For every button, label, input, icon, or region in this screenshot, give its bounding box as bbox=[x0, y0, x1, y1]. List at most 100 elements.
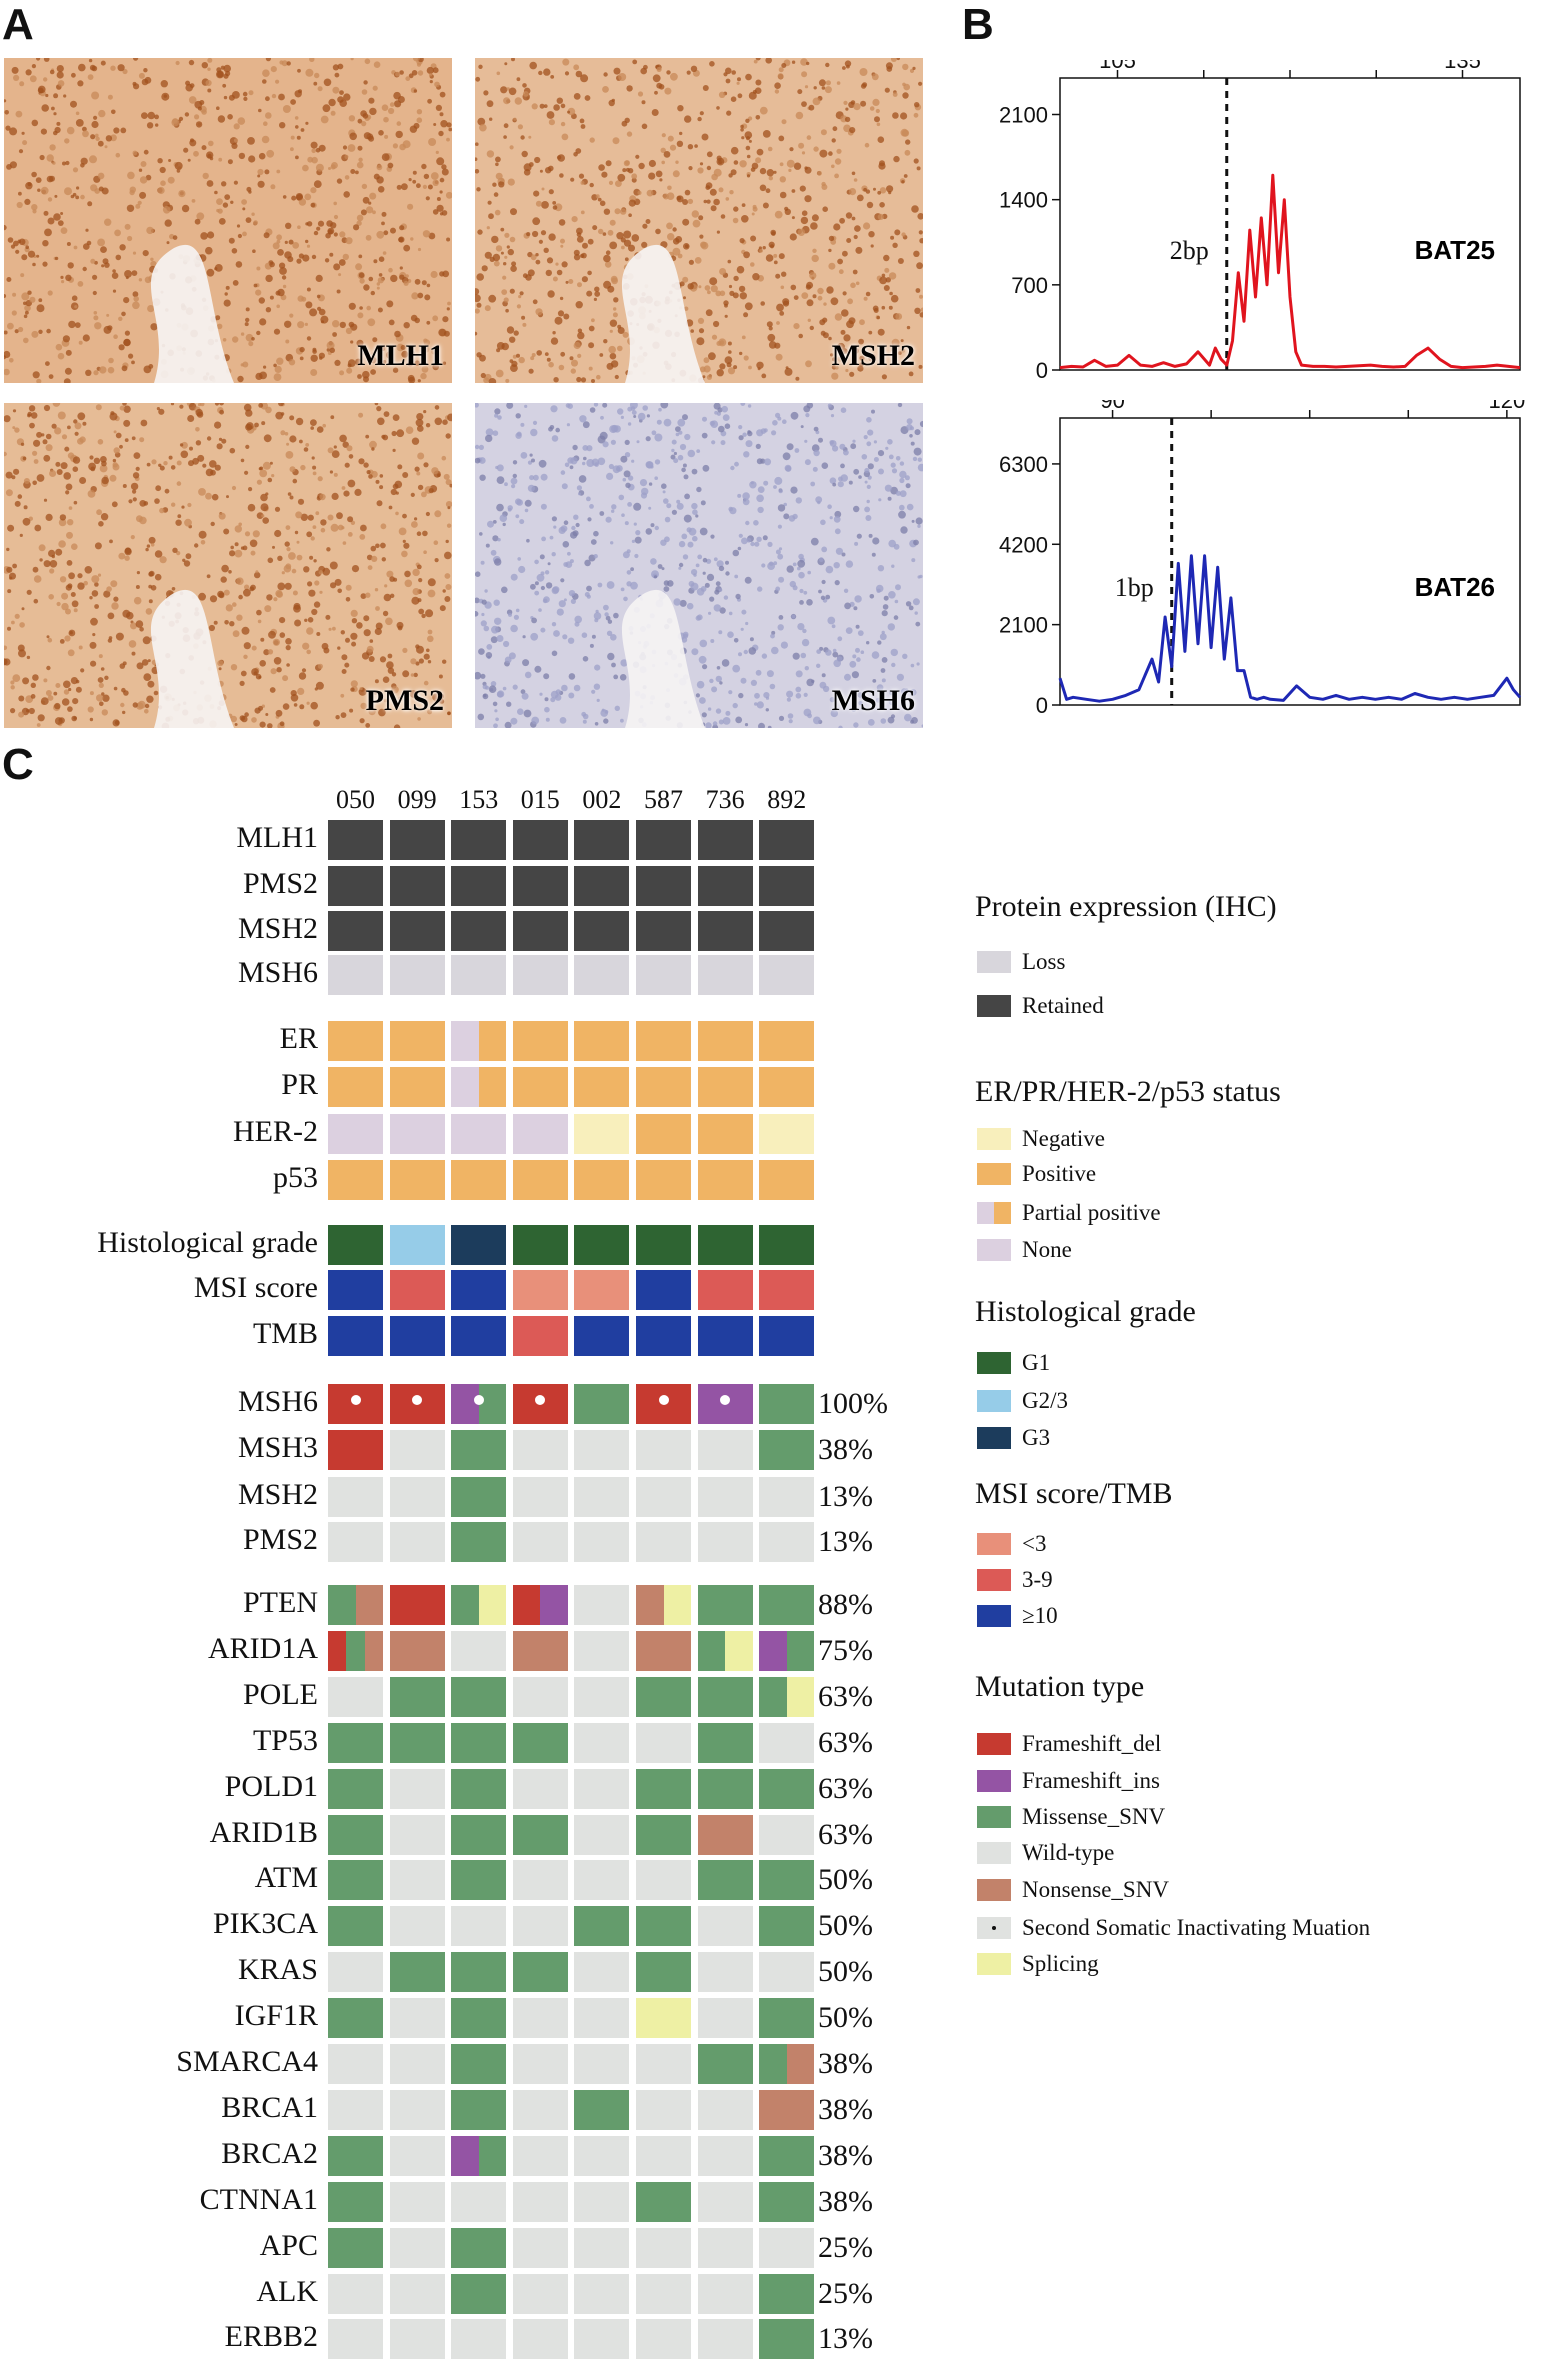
heatmap-cell bbox=[636, 1270, 691, 1310]
heatmap-cell bbox=[512, 1225, 568, 1265]
row-label-pten: PTEN bbox=[243, 1586, 318, 1619]
heatmap-cell bbox=[451, 1114, 507, 1154]
y-tick-label: 2100 bbox=[999, 613, 1048, 638]
heatmap-cell bbox=[759, 1998, 815, 2038]
row-pct: 25% bbox=[818, 2277, 873, 2310]
legend-item-wild: Wild-type bbox=[1022, 1840, 1115, 1865]
heatmap-cell bbox=[697, 1860, 753, 1900]
plot-frame bbox=[1059, 417, 1521, 706]
heatmap-cell bbox=[328, 2228, 383, 2268]
heatmap-cell bbox=[759, 1860, 815, 1900]
heatmap-cell bbox=[759, 820, 815, 860]
heatmap-cell bbox=[574, 2090, 630, 2130]
legend-item-splicing: Splicing bbox=[1022, 1951, 1099, 1976]
legend-item-g23: G2/3 bbox=[1022, 1388, 1068, 1413]
heatmap-cell bbox=[697, 1225, 753, 1265]
heatmap-cell bbox=[451, 1384, 479, 1424]
heatmap-cell bbox=[512, 1316, 568, 1356]
second-hit-dot bbox=[412, 1395, 423, 1405]
heatmap-cell bbox=[574, 2182, 630, 2222]
heatmap-cell bbox=[389, 1723, 445, 1763]
legend-item-missense: Missense_SNV bbox=[1022, 1804, 1166, 1829]
heatmap-cell bbox=[389, 911, 445, 951]
heatmap-cell bbox=[328, 1522, 383, 1562]
panel-letter-b: B bbox=[962, 0, 994, 49]
heatmap-cell bbox=[697, 2319, 753, 2359]
heatmap-cell bbox=[512, 1723, 568, 1763]
ihc-label: MSH2 bbox=[831, 339, 915, 372]
heatmap-cell bbox=[574, 1316, 630, 1356]
heatmap-cell bbox=[697, 866, 753, 906]
heatmap-cell bbox=[663, 1585, 691, 1625]
heatmap-cell bbox=[697, 1021, 753, 1061]
x-tick-label: 135 bbox=[1444, 60, 1481, 73]
heatmap-cell bbox=[759, 1906, 815, 1946]
legend-title-msi: MSI score/TMB bbox=[975, 1477, 1173, 1510]
ihc-texture bbox=[4, 58, 452, 383]
heatmap-cell bbox=[328, 1631, 347, 1671]
heatmap-cell bbox=[512, 1585, 541, 1625]
heatmap-cell bbox=[346, 1631, 365, 1671]
heatmap-cell bbox=[451, 1723, 507, 1763]
heatmap-cell bbox=[636, 820, 691, 860]
heatmap-cell bbox=[328, 1952, 383, 1992]
legend-item-partial: Partial positive bbox=[1022, 1200, 1161, 1225]
heatmap-cell bbox=[512, 1952, 568, 1992]
row-label-brca1: BRCA1 bbox=[221, 2091, 318, 2124]
row-pct: 38% bbox=[818, 2139, 873, 2172]
row-label-er: ER bbox=[279, 1022, 318, 1055]
heatmap-cell bbox=[389, 1477, 445, 1517]
row-label-apc: APC bbox=[259, 2229, 318, 2262]
heatmap-cell bbox=[574, 1160, 630, 1200]
legend-item-g3: G3 bbox=[1022, 1425, 1051, 1450]
heatmap-cell bbox=[451, 1477, 507, 1517]
heatmap-cell bbox=[636, 955, 691, 995]
row-pct: 38% bbox=[818, 2047, 873, 2080]
heatmap-cell bbox=[574, 1270, 630, 1310]
row-label-histological-grade: Histological grade bbox=[97, 1226, 318, 1259]
sample-id-736: 736 bbox=[705, 785, 745, 814]
heatmap-cell bbox=[636, 1677, 691, 1717]
row-label-mlh1: MLH1 bbox=[236, 821, 318, 854]
heatmap-cell bbox=[512, 1769, 568, 1809]
heatmap-cell bbox=[574, 1906, 630, 1946]
legend-title-ihc: Protein expression (IHC) bbox=[975, 890, 1277, 923]
heatmap-cell bbox=[512, 1477, 568, 1517]
heatmap-cell bbox=[512, 2228, 568, 2268]
heatmap-cell bbox=[636, 1021, 691, 1061]
row-label-pms2: PMS2 bbox=[242, 1523, 318, 1556]
legend-swatch-frameshift-ins bbox=[977, 1770, 1011, 1792]
ihc-image-mlh1: MLH1 bbox=[4, 58, 452, 383]
ihc-image-pms2: PMS2 bbox=[4, 403, 452, 728]
row-pct: 50% bbox=[818, 1863, 873, 1896]
sample-id-587: 587 bbox=[644, 785, 683, 814]
heatmap-cell bbox=[759, 1952, 815, 1992]
heatmap-cell bbox=[512, 1998, 568, 2038]
row-label-erbb2: ERBB2 bbox=[224, 2320, 318, 2353]
heatmap-cell bbox=[451, 2044, 507, 2084]
y-tick-label: 0 bbox=[1036, 693, 1048, 718]
ihc-image-msh6: MSH6 bbox=[475, 403, 923, 728]
heatmap-cell bbox=[512, 1021, 568, 1061]
legend-swatch-negative bbox=[977, 1128, 1011, 1150]
heatmap-cell bbox=[328, 2136, 383, 2176]
heatmap-cell bbox=[636, 2319, 691, 2359]
legend-item-retained: Retained bbox=[1022, 993, 1104, 1018]
heatmap-cell bbox=[697, 1270, 753, 1310]
heatmap-cell bbox=[759, 1270, 815, 1310]
heatmap-cell bbox=[451, 1430, 507, 1470]
legend-swatch-splicing bbox=[977, 1953, 1011, 1975]
legend-swatch-low bbox=[977, 1533, 1011, 1555]
heatmap-cell bbox=[451, 1998, 507, 2038]
heatmap-cell bbox=[478, 1067, 507, 1107]
heatmap-cell bbox=[389, 820, 445, 860]
heatmap-cell bbox=[451, 1860, 507, 1900]
heatmap-cell bbox=[697, 1677, 753, 1717]
second-hit-dot bbox=[350, 1395, 361, 1405]
legend-swatch-partial bbox=[977, 1202, 1011, 1224]
heatmap-cell bbox=[574, 1677, 630, 1717]
heatmap-cell bbox=[574, 1998, 630, 2038]
legend-title-receptor: ER/PR/HER-2/p53 status bbox=[975, 1075, 1281, 1108]
row-pct: 63% bbox=[818, 1680, 873, 1713]
heatmap-cell bbox=[636, 1114, 691, 1154]
